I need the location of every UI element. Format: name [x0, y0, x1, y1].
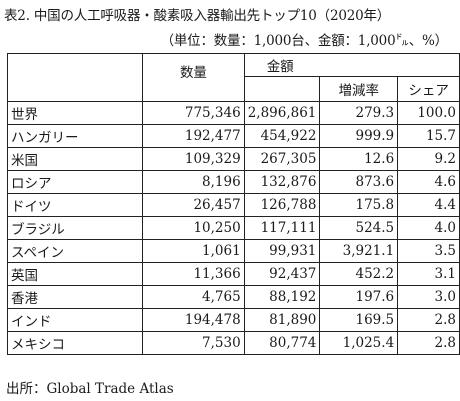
growth-cell: 197.6 — [319, 285, 399, 309]
share-cell: 3.0 — [397, 285, 460, 309]
amount-cell: 117,111 — [243, 216, 321, 240]
table-row: 米国 109,329 267,305 12.6 9.2 — [6, 147, 460, 171]
table-body: 世界 775,346 2,896,861 279.3 100.0 ハンガリー 192,477… — [6, 101, 460, 355]
header-share: シェア — [397, 76, 460, 102]
growth-cell: 524.5 — [319, 216, 399, 240]
share-cell: 4.6 — [397, 170, 460, 194]
header-growth: 増減率 — [319, 76, 399, 102]
amount-cell: 99,931 — [243, 239, 321, 263]
table-row: ブラジル 10,250 117,111 524.5 4.0 — [6, 216, 460, 240]
country-cell: 英国 — [6, 262, 144, 286]
share-cell: 3.5 — [397, 239, 460, 263]
header-country-blank — [6, 53, 144, 102]
unit-note: （単位：数量：1,000台、金額：1,000㌦、%） — [160, 33, 449, 49]
country-cell: ブラジル — [6, 216, 144, 240]
header-amount-blank — [243, 76, 321, 102]
quantity-cell: 7,530 — [142, 331, 245, 355]
share-cell: 100.0 — [397, 101, 460, 125]
amount-cell: 88,192 — [243, 285, 321, 309]
table-row: 世界 775,346 2,896,861 279.3 100.0 — [6, 101, 460, 125]
table-title: 表2. 中国の人工呼吸器・酸素吸入器輸出先トップ10（2020年） — [4, 8, 391, 24]
share-cell: 2.8 — [397, 308, 460, 332]
quantity-cell: 775,346 — [142, 101, 245, 125]
amount-cell: 2,896,861 — [243, 101, 321, 125]
amount-cell: 81,890 — [243, 308, 321, 332]
country-cell: 世界 — [6, 101, 144, 125]
share-cell: 3.1 — [397, 262, 460, 286]
share-cell: 2.8 — [397, 331, 460, 355]
country-cell: 香港 — [6, 285, 144, 309]
export-table: 数量 金額 増減率 シェア 世界 775,346 2,896,861 279.3 100… — [6, 53, 460, 355]
table-row: ロシア 8,196 132,876 873.6 4.6 — [6, 170, 460, 194]
quantity-cell: 8,196 — [142, 170, 245, 194]
share-cell: 4.0 — [397, 216, 460, 240]
quantity-cell: 1,061 — [142, 239, 245, 263]
amount-cell: 126,788 — [243, 193, 321, 217]
country-cell: ロシア — [6, 170, 144, 194]
amount-cell: 80,774 — [243, 331, 321, 355]
growth-cell: 169.5 — [319, 308, 399, 332]
quantity-cell: 194,478 — [142, 308, 245, 332]
amount-cell: 92,437 — [243, 262, 321, 286]
table-row: 英国 11,366 92,437 452.2 3.1 — [6, 262, 460, 286]
amount-cell: 267,305 — [243, 147, 321, 171]
source-note: 出所：Global Trade Atlas — [6, 381, 174, 397]
share-cell: 15.7 — [397, 124, 460, 148]
amount-cell: 454,922 — [243, 124, 321, 148]
growth-cell: 999.9 — [319, 124, 399, 148]
growth-cell: 279.3 — [319, 101, 399, 125]
country-cell: メキシコ — [6, 331, 144, 355]
growth-cell: 175.8 — [319, 193, 399, 217]
header-amount: 金額 — [243, 53, 460, 77]
growth-cell: 452.2 — [319, 262, 399, 286]
table-row: スペイン 1,061 99,931 3,921.1 3.5 — [6, 239, 460, 263]
growth-cell: 3,921.1 — [319, 239, 399, 263]
country-cell: 米国 — [6, 147, 144, 171]
quantity-cell: 10,250 — [142, 216, 245, 240]
table-row: ハンガリー 192,477 454,922 999.9 15.7 — [6, 124, 460, 148]
growth-cell: 12.6 — [319, 147, 399, 171]
quantity-cell: 109,329 — [142, 147, 245, 171]
quantity-cell: 26,457 — [142, 193, 245, 217]
growth-cell: 873.6 — [319, 170, 399, 194]
country-cell: スペイン — [6, 239, 144, 263]
quantity-cell: 11,366 — [142, 262, 245, 286]
table-row: メキシコ 7,530 80,774 1,025.4 2.8 — [6, 331, 460, 355]
share-cell: 4.4 — [397, 193, 460, 217]
growth-cell: 1,025.4 — [319, 331, 399, 355]
country-cell: ハンガリー — [6, 124, 144, 148]
header-quantity: 数量 — [142, 53, 245, 102]
table-row: ドイツ 26,457 126,788 175.8 4.4 — [6, 193, 460, 217]
quantity-cell: 192,477 — [142, 124, 245, 148]
country-cell: インド — [6, 308, 144, 332]
share-cell: 9.2 — [397, 147, 460, 171]
quantity-cell: 4,765 — [142, 285, 245, 309]
table-row: 香港 4,765 88,192 197.6 3.0 — [6, 285, 460, 309]
table-row: インド 194,478 81,890 169.5 2.8 — [6, 308, 460, 332]
amount-cell: 132,876 — [243, 170, 321, 194]
country-cell: ドイツ — [6, 193, 144, 217]
